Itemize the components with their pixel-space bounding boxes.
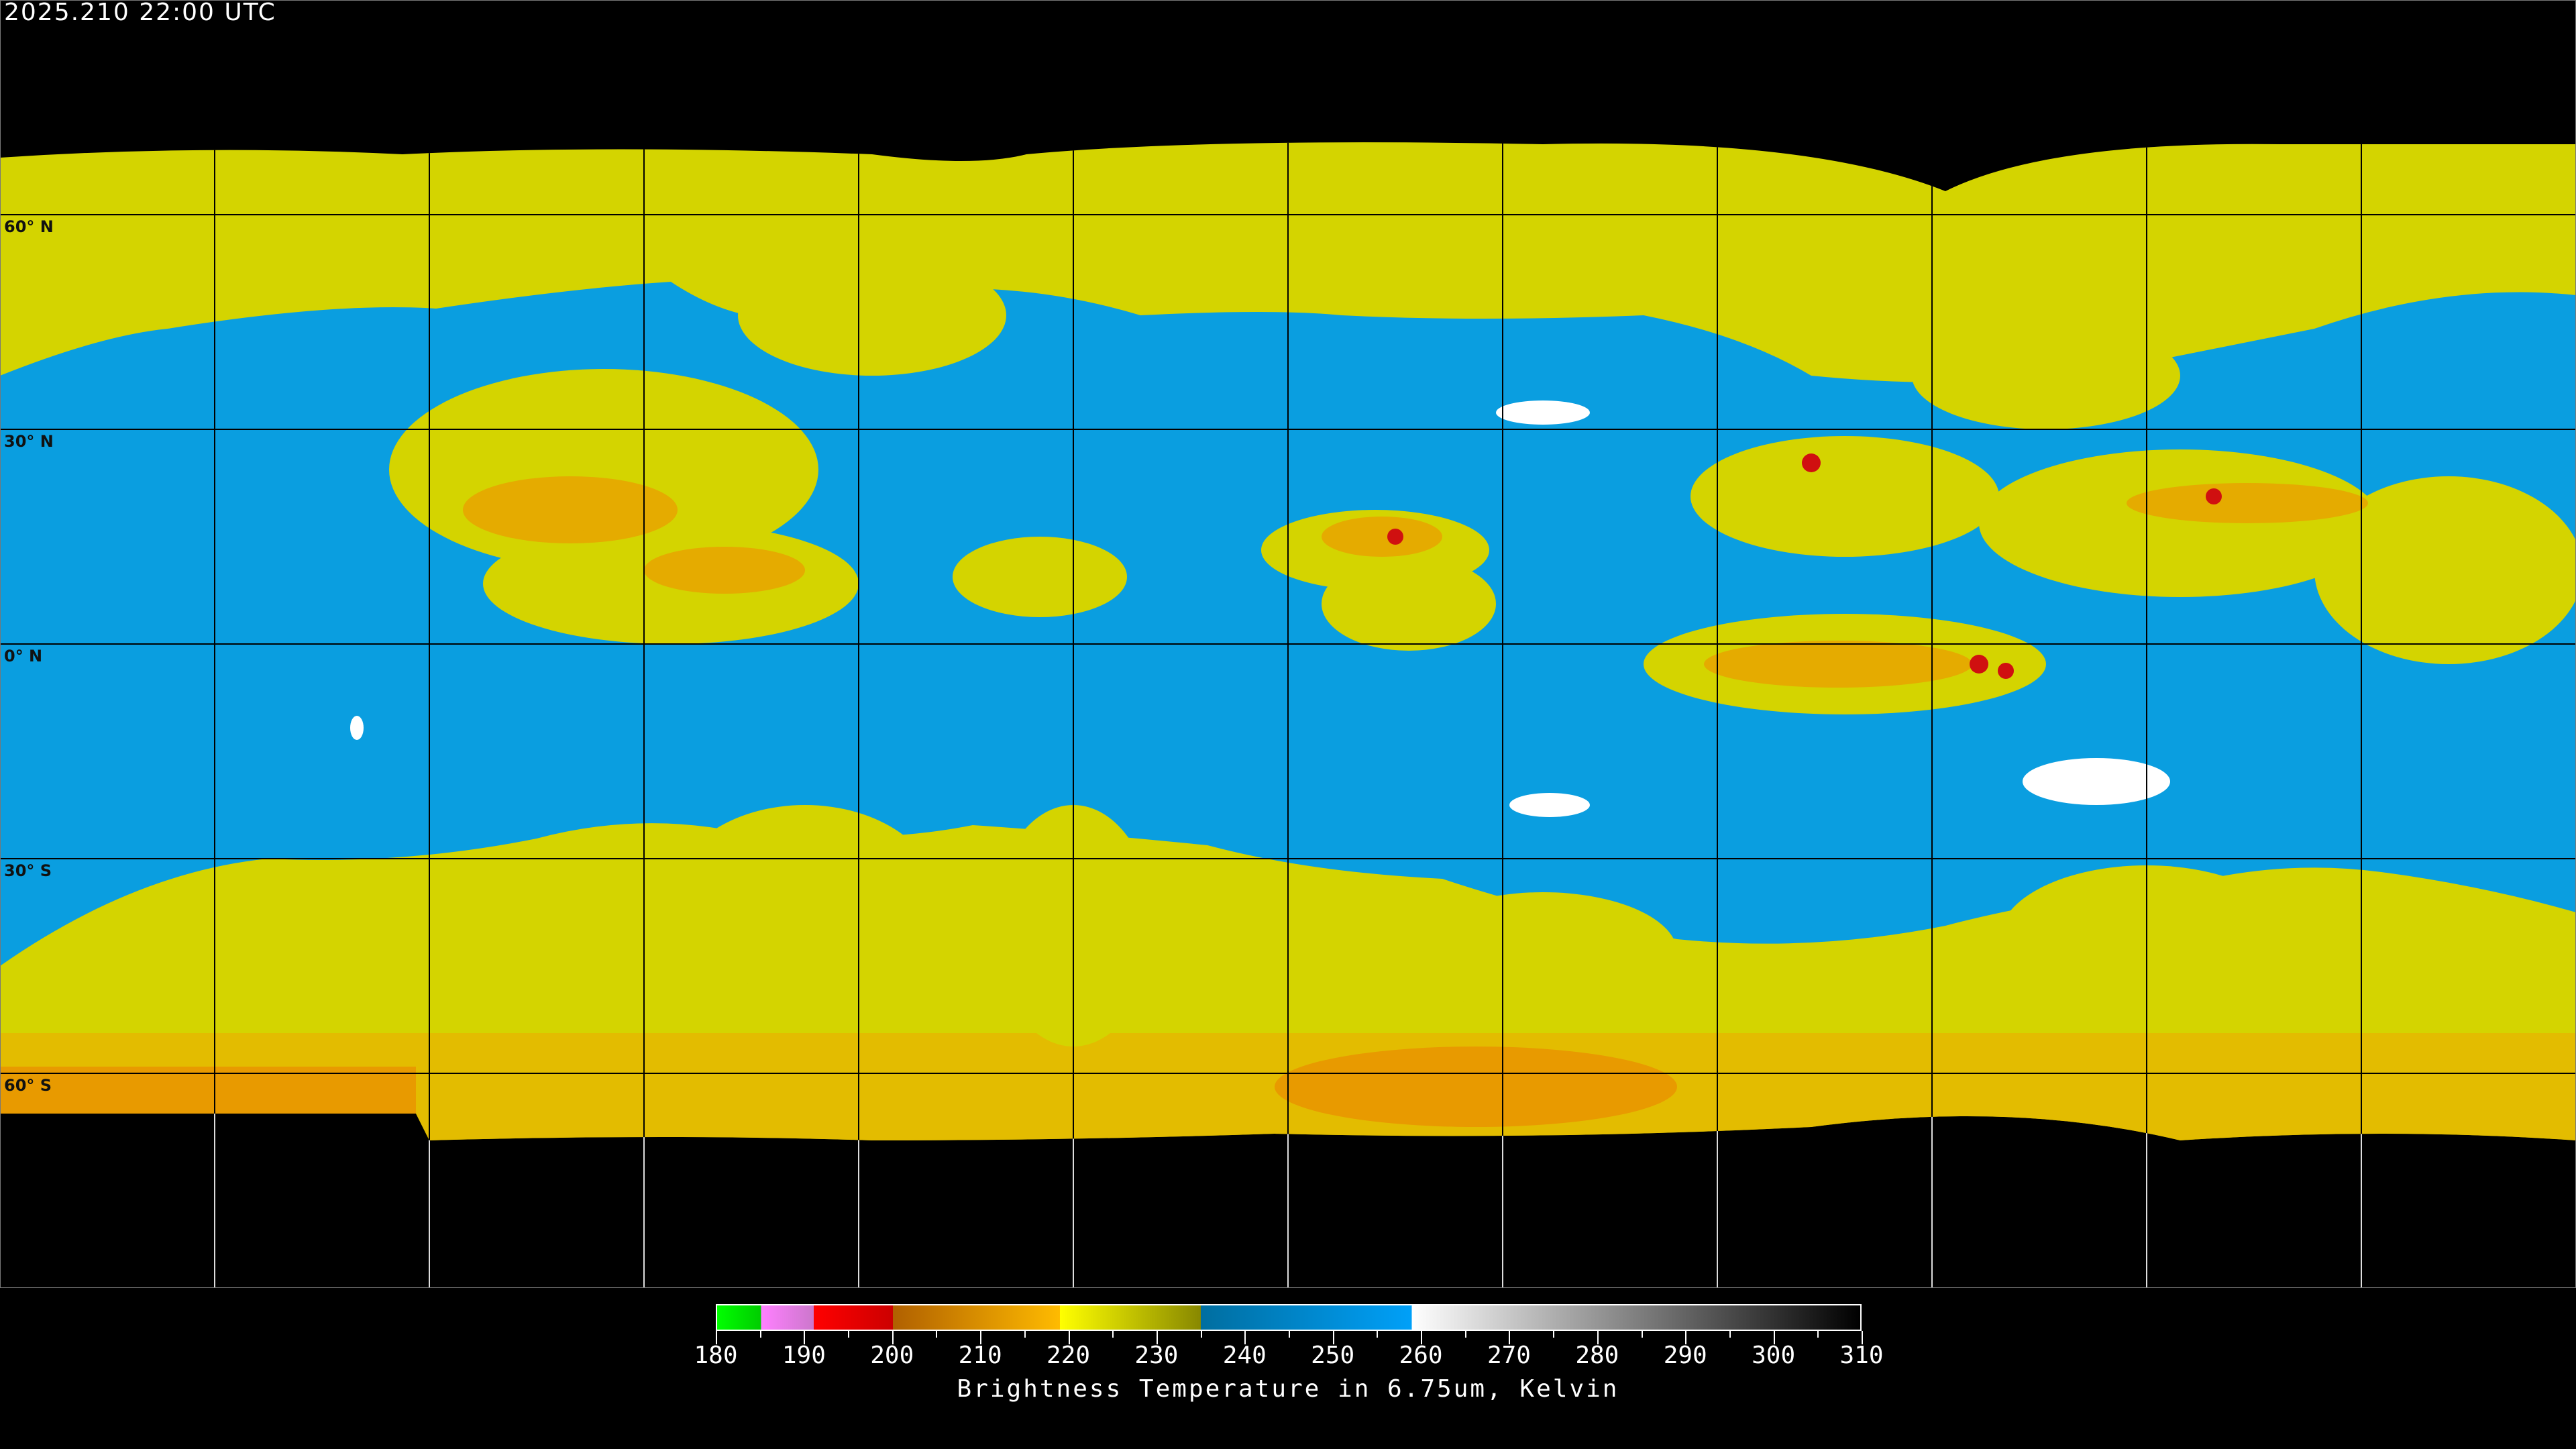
colorbar-tick [1024, 1331, 1026, 1338]
latitude-label: 30° N [4, 432, 54, 451]
water-vapor-map [0, 142, 2576, 1288]
colorbar-tick [848, 1331, 850, 1338]
colorbar-tick-label: 240 [1222, 1342, 1267, 1369]
colorbar-tick-label: 260 [1399, 1342, 1443, 1369]
colorbar-tick-label: 270 [1487, 1342, 1531, 1369]
colorbar-ticks [716, 1331, 1863, 1344]
colorbar-tick [936, 1331, 938, 1338]
colorbar-tick [804, 1331, 806, 1344]
colorbar-tick-label: 230 [1134, 1342, 1179, 1369]
colorbar-tick-label: 180 [694, 1342, 738, 1369]
colorbar-tick [1597, 1331, 1599, 1344]
colorbar-tick [1641, 1331, 1643, 1338]
colorbar-tick-label: 290 [1663, 1342, 1707, 1369]
timestamp: 2025.210 22:00 UTC [4, 0, 276, 26]
latitude-label: 60° S [4, 1076, 52, 1095]
very-dry-regions [350, 400, 2170, 817]
colorbar-tick-label: 200 [870, 1342, 914, 1369]
colorbar-tick-label: 310 [1839, 1342, 1884, 1369]
colorbar-tick [1156, 1331, 1158, 1344]
colorbar-tick [1553, 1331, 1555, 1338]
colorbar-tick [1421, 1331, 1423, 1344]
colorbar-tick [1862, 1331, 1863, 1344]
colorbar-tick [1377, 1331, 1379, 1338]
colorbar-tick [980, 1331, 982, 1344]
colorbar-tick [1112, 1331, 1114, 1338]
colorbar-tick-label: 190 [782, 1342, 826, 1369]
latitude-label: 0° N [4, 647, 43, 665]
colorbar-tick-label: 220 [1046, 1342, 1091, 1369]
graticule [0, 142, 2576, 1141]
colorbar [716, 1304, 1862, 1331]
colorbar-tick [716, 1331, 717, 1344]
colorbar-tick [1685, 1331, 1687, 1344]
colorbar-tick [1817, 1331, 1819, 1338]
colorbar-tick [892, 1331, 894, 1344]
colorbar-tick [1773, 1331, 1775, 1344]
colorbar-tick [1244, 1331, 1246, 1344]
latitude-label: 30° S [4, 861, 52, 880]
colorbar-tick-label: 300 [1752, 1342, 1796, 1369]
colorbar-tick [1509, 1331, 1511, 1344]
colorbar-tick [759, 1331, 761, 1338]
colorbar-tick-label: 210 [958, 1342, 1002, 1369]
colorbar-tick-label: 250 [1311, 1342, 1355, 1369]
colorbar-tick-label: 280 [1575, 1342, 1619, 1369]
colorbar-tick [1464, 1331, 1466, 1338]
latitude-label: 60° N [4, 217, 54, 236]
colorbar-tick [1068, 1331, 1070, 1344]
colorbar-tick [1332, 1331, 1334, 1344]
colorbar-tick [1200, 1331, 1202, 1338]
colorbar-tick [1729, 1331, 1731, 1338]
colorbar-title: Brightness Temperature in 6.75um, Kelvin [957, 1375, 1619, 1403]
satellite-imagery [0, 142, 2576, 1141]
colorbar-tick [1289, 1331, 1290, 1338]
